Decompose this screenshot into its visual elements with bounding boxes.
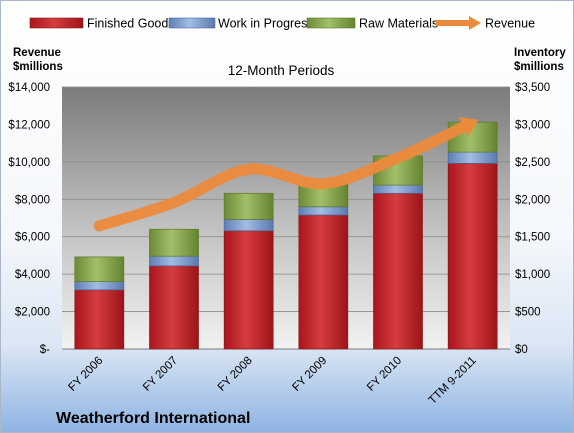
legend-label-finished-goods: Finished Goods	[87, 17, 175, 31]
legend-item-finished-goods: Finished Goods	[29, 17, 175, 31]
right-tick-label: $500	[515, 307, 541, 319]
legend-label-revenue: Revenue	[485, 17, 535, 31]
left-axis-ticks: $- $2,000 $4,000 $6,000 $8,000 $10,000 $12,000…	[8, 82, 50, 356]
x-tick-label: FY 2007	[141, 355, 180, 394]
bar-work-in-progress	[298, 206, 349, 216]
x-tick-label: TTM 9-2011	[427, 355, 479, 407]
right-tick-label: $0	[515, 344, 528, 356]
left-tick-label: $14,000	[8, 82, 50, 94]
bar-work-in-progress	[447, 151, 498, 164]
right-tick-label: $3,500	[515, 82, 550, 94]
left-tick-label: $-	[40, 344, 50, 356]
bar-raw-materials	[74, 256, 125, 282]
right-tick-label: $3,000	[515, 119, 550, 131]
x-tick-label: FY 2006	[66, 355, 105, 394]
bar-finished-goods	[373, 192, 423, 350]
left-tick-label: $8,000	[15, 194, 50, 206]
bar-finished-goods	[149, 265, 199, 350]
bar-raw-materials	[149, 228, 199, 257]
legend-label-raw-materials: Raw Materials	[359, 17, 438, 31]
legend-item-work-in-progress: Work in Progress	[168, 17, 314, 31]
gridlines	[62, 86, 510, 350]
x-tick-label: FY 2009	[290, 355, 329, 394]
left-tick-label: $12,000	[8, 119, 50, 131]
left-axis-title-line1: Revenue	[13, 47, 61, 59]
left-axis-title-line2: $millions	[13, 61, 63, 73]
x-tick-label: FY 2010	[365, 355, 404, 394]
right-axis-title-line1: Inventory	[514, 47, 566, 59]
revenue-arrowhead	[458, 116, 479, 137]
left-tick-label: $6,000	[15, 232, 50, 244]
legend-label-work-in-progress: Work in Progress	[218, 17, 314, 31]
legend-item-revenue: Revenue	[436, 16, 535, 31]
bar-work-in-progress	[373, 184, 423, 194]
chart-title: 12-Month Periods	[228, 63, 335, 78]
bar-work-in-progress	[223, 219, 274, 232]
right-axis-title-line2: $millions	[514, 61, 564, 73]
left-tick-label: $2,000	[15, 307, 50, 319]
right-axis-ticks: $0 $500 $1,000 $1,500 $2,000 $2,500 $3,000 $3,5…	[515, 82, 550, 356]
bar-finished-goods	[74, 289, 125, 350]
legend-item-raw-materials: Raw Materials	[306, 17, 438, 31]
right-tick-label: $1,000	[515, 269, 550, 281]
bar-finished-goods	[298, 214, 349, 350]
bar-work-in-progress	[74, 281, 125, 291]
bar-raw-materials	[223, 192, 274, 220]
x-tick-label: FY 2008	[216, 355, 255, 394]
right-tick-label: $1,500	[515, 232, 550, 244]
company-name: Weatherford International	[56, 410, 250, 427]
bar-finished-goods	[223, 230, 274, 350]
revenue-line	[93, 116, 479, 232]
right-tick-label: $2,000	[515, 194, 550, 206]
left-tick-label: $10,000	[8, 157, 50, 169]
bar-finished-goods	[447, 163, 498, 350]
legend: Finished Goods Work in Progress Raw Mate…	[29, 16, 535, 31]
x-axis-ticks: FY 2006 FY 2007 FY 2008 FY 2009 FY 2010 TTM 9…	[66, 355, 478, 407]
left-tick-label: $4,000	[15, 269, 50, 281]
revenue-line-path	[93, 121, 470, 232]
right-tick-label: $2,500	[515, 157, 550, 169]
bars	[74, 121, 498, 350]
revenue-legend-arrow	[469, 16, 481, 30]
bar-work-in-progress	[149, 255, 199, 267]
